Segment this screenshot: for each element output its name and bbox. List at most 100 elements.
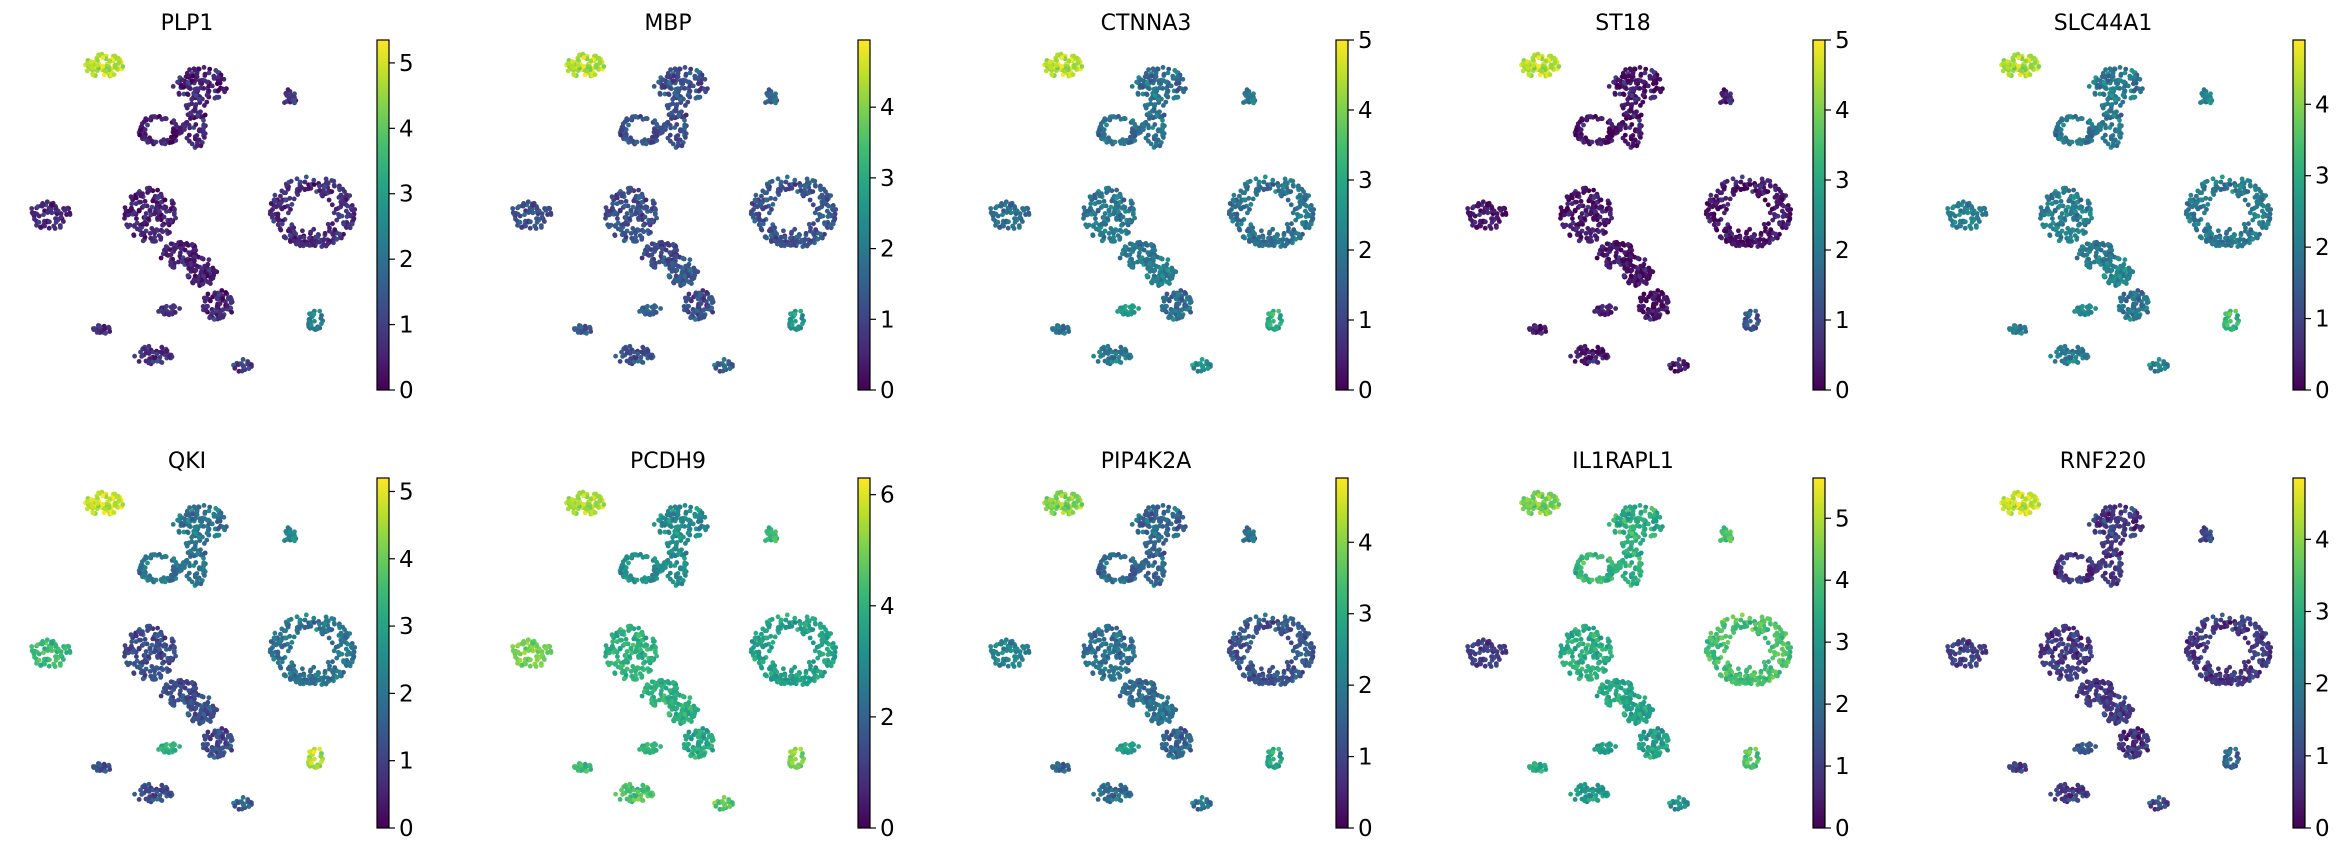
cell-point (131, 210, 137, 216)
cell-point (1485, 203, 1491, 208)
cell-point (67, 210, 73, 216)
cell-point (641, 205, 647, 211)
cell-point (1768, 227, 1774, 233)
cell-point (1289, 231, 1295, 237)
cell-point (749, 201, 755, 206)
cell-point (1237, 201, 1242, 206)
cell-point (659, 250, 664, 256)
cell-point (1115, 208, 1121, 214)
cell-point (680, 128, 686, 134)
cell-point (674, 102, 680, 107)
cell-point (134, 216, 139, 222)
cell-point (1289, 221, 1294, 227)
cell-point (649, 252, 655, 258)
cell-point (209, 276, 214, 282)
cell-point (1630, 71, 1636, 77)
cell-point (697, 74, 702, 80)
cell-point (659, 239, 665, 245)
cell-point (767, 210, 772, 216)
cell-point (1552, 60, 1558, 66)
colorbar-tick-label: 3 (880, 166, 895, 192)
cell-point (1131, 128, 1137, 134)
cell-point (1043, 68, 1049, 74)
cell-point (1106, 188, 1112, 193)
cell-point (1143, 241, 1149, 246)
cell-point (1227, 201, 1233, 206)
cell-point (179, 83, 184, 89)
cell-point (155, 187, 161, 193)
cell-point (1126, 354, 1131, 359)
cell-point (1262, 174, 1268, 180)
cell-point (1270, 311, 1276, 317)
cell-point (1250, 229, 1256, 235)
cell-point (703, 89, 708, 95)
cell-point (1569, 195, 1575, 201)
cell-point (1005, 225, 1011, 231)
cell-point (224, 303, 230, 309)
cell-point (1719, 190, 1724, 196)
cell-point (1280, 242, 1285, 248)
cell-point (201, 117, 206, 123)
cell-point (1276, 308, 1282, 314)
cell-point (218, 315, 223, 320)
colorbar-tick-label: 5 (1358, 28, 1373, 54)
cell-point (623, 198, 629, 204)
cell-point (670, 266, 676, 272)
cell-point (321, 242, 326, 248)
cell-point (1745, 238, 1751, 244)
cell-point (349, 207, 355, 213)
cell-point (1168, 276, 1173, 282)
cell-point (1600, 252, 1605, 257)
cell-point (322, 230, 328, 236)
cell-point (200, 304, 206, 309)
cell-point (1653, 301, 1659, 306)
cell-point (95, 58, 100, 63)
cell-point (245, 359, 251, 365)
cell-point (1547, 72, 1553, 77)
cell-point (1026, 210, 1032, 216)
cell-point (781, 241, 786, 247)
cell-point (1622, 122, 1628, 128)
cell-point (759, 227, 765, 233)
cell-point (511, 210, 517, 216)
cell-point (159, 344, 165, 350)
cell-point (1756, 190, 1761, 196)
cell-point (1489, 216, 1494, 222)
cell-point (670, 96, 676, 102)
cell-point (1245, 96, 1251, 101)
colorbar-tick-label: 2 (399, 247, 414, 273)
cell-point (155, 195, 161, 201)
cell-point (41, 222, 47, 227)
cell-point (648, 354, 653, 359)
cell-point (1281, 230, 1287, 236)
cell-point (806, 241, 812, 247)
cell-point (327, 225, 332, 231)
cell-point (1711, 215, 1717, 220)
colorbar-gradient (857, 39, 871, 391)
cell-point (1503, 210, 1509, 216)
cell-point (1470, 222, 1475, 228)
cell-point (1747, 182, 1753, 187)
cell-point (1187, 297, 1193, 303)
cell-point (1665, 309, 1670, 315)
cell-point (640, 116, 646, 122)
cell-point (1149, 279, 1154, 285)
cell-point (792, 177, 798, 183)
cell-point (90, 72, 96, 78)
cell-point (684, 296, 690, 301)
cell-point (539, 214, 545, 220)
cell-point (194, 143, 200, 149)
cell-point (1776, 186, 1782, 192)
cell-point (1171, 292, 1176, 297)
cell-point (136, 208, 142, 214)
cell-point (206, 257, 212, 263)
cell-point (1664, 297, 1670, 303)
cell-point (1241, 204, 1247, 210)
cell-point (788, 311, 793, 317)
cell-point (618, 132, 623, 138)
cell-point (1066, 329, 1072, 334)
cell-point (530, 203, 536, 208)
cell-point (1642, 257, 1648, 263)
cell-point (1753, 308, 1759, 314)
cell-point (1621, 273, 1627, 279)
